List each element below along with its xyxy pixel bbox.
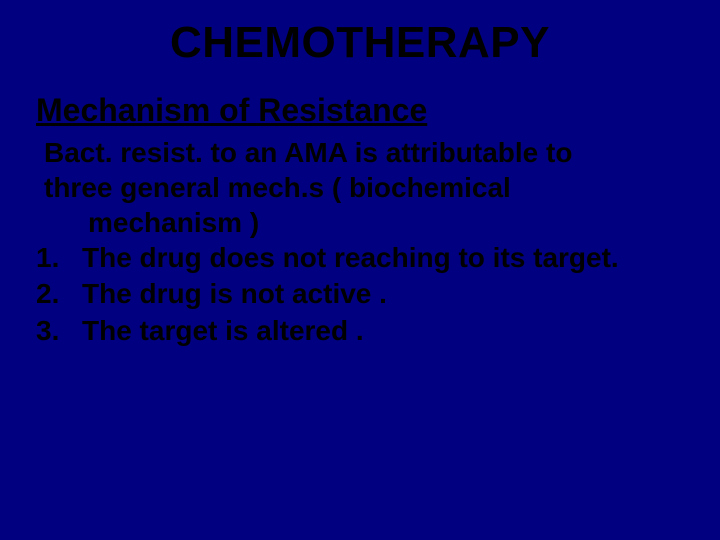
slide-title: CHEMOTHERAPY — [30, 18, 690, 68]
list-text: The drug is not active . — [82, 276, 690, 312]
slide-container: CHEMOTHERAPY Mechanism of Resistance Bac… — [0, 0, 720, 540]
list-item: 2. The drug is not active . — [36, 276, 690, 312]
list-number: 1. — [36, 240, 82, 276]
intro-text-line2: three general mech.s ( biochemical — [44, 170, 690, 205]
list-number: 3. — [36, 313, 82, 349]
intro-text-line1: Bact. resist. to an AMA is attributable … — [44, 135, 690, 170]
list-item: 1. The drug does not reaching to its tar… — [36, 240, 690, 276]
slide-subtitle: Mechanism of Resistance — [36, 92, 690, 129]
list-text: The target is altered . — [82, 313, 690, 349]
list-item: 3. The target is altered . — [36, 313, 690, 349]
list-text: The drug does not reaching to its target… — [82, 240, 690, 276]
list-number: 2. — [36, 276, 82, 312]
numbered-list: 1. The drug does not reaching to its tar… — [36, 240, 690, 349]
intro-text-line3: mechanism ) — [88, 205, 690, 240]
